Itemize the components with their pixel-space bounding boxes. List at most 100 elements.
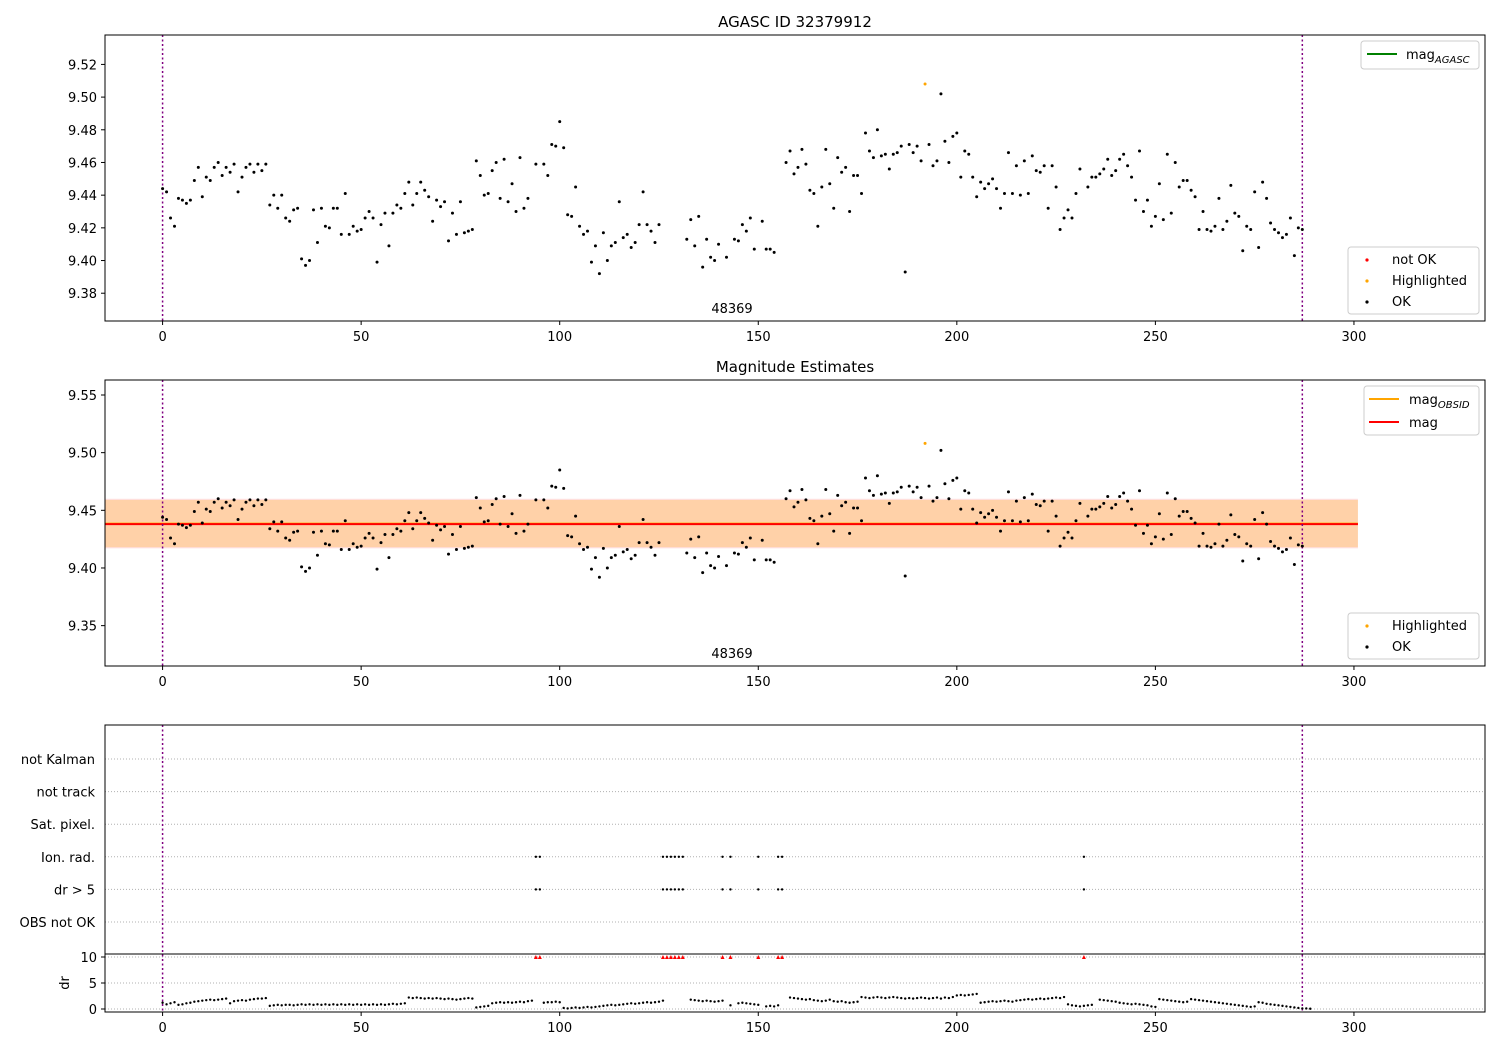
data-point <box>411 527 415 531</box>
data-point <box>828 512 832 516</box>
dr-clipped-marker <box>660 955 665 959</box>
data-point <box>1038 170 1042 174</box>
data-point <box>351 224 355 228</box>
data-point <box>212 165 216 169</box>
dr-point <box>201 999 204 1002</box>
dr-point <box>880 996 883 999</box>
data-point <box>550 484 554 488</box>
dr-point <box>371 1003 375 1006</box>
dr-point <box>252 997 256 1001</box>
x-tick-label: 50 <box>353 1021 370 1036</box>
data-point <box>645 223 649 227</box>
dr-point <box>264 996 268 1000</box>
dr-point <box>757 1003 760 1007</box>
dr-point <box>721 999 724 1002</box>
dr-point <box>1098 998 1101 1001</box>
x-tick-label: 250 <box>1143 1021 1168 1036</box>
flag-point <box>669 855 673 858</box>
data-point <box>196 500 200 504</box>
dr-point <box>626 1002 629 1005</box>
data-point <box>927 484 931 488</box>
data-point <box>951 478 955 482</box>
data-point <box>1257 245 1261 249</box>
dr-point <box>383 1003 387 1007</box>
x-tick-label: 200 <box>944 330 969 345</box>
data-point <box>724 255 728 259</box>
dr-point <box>1054 996 1058 999</box>
data-point <box>697 535 701 539</box>
dr-point <box>884 996 887 1000</box>
dr-point <box>316 1003 319 1006</box>
flag-point <box>780 888 784 891</box>
data-point <box>546 174 550 178</box>
flag-point <box>1082 888 1086 891</box>
data-point <box>169 536 173 540</box>
dr-point <box>1102 998 1105 1002</box>
data-point <box>863 476 867 480</box>
data-point <box>828 182 832 186</box>
data-point <box>1229 513 1233 517</box>
data-point <box>482 193 486 197</box>
dr-point <box>1277 1004 1280 1007</box>
dr-point <box>852 1001 855 1004</box>
data-point <box>351 542 355 546</box>
dr-point <box>1062 995 1066 999</box>
data-point <box>1177 185 1181 189</box>
data-point <box>1221 227 1225 231</box>
data-point <box>1161 537 1165 541</box>
dr-point <box>907 996 911 1000</box>
dr-clipped-marker <box>668 955 673 959</box>
dr-point <box>352 1003 355 1007</box>
data-point <box>772 250 776 254</box>
data-point <box>554 485 558 489</box>
panel-1-legend-markers: not OK Highlighted OK <box>1347 246 1480 315</box>
data-point <box>764 558 768 562</box>
data-point <box>840 504 844 508</box>
dr-point <box>498 1001 502 1004</box>
data-point <box>1098 505 1102 509</box>
data-point <box>633 241 637 245</box>
data-point <box>208 509 212 513</box>
dr-point <box>1031 998 1034 1001</box>
data-point <box>1169 533 1173 537</box>
data-point <box>836 156 840 160</box>
dr-clipped-marker <box>720 955 725 959</box>
data-point <box>264 498 268 502</box>
data-point <box>506 200 510 204</box>
data-point <box>1233 211 1237 215</box>
dr-point <box>896 996 899 999</box>
data-point <box>192 509 196 513</box>
panel-2-legend-markers: Highlighted OK <box>1347 612 1480 660</box>
dr-point <box>808 997 812 1001</box>
data-point <box>1296 226 1300 230</box>
data-point <box>1074 519 1078 523</box>
data-point <box>498 522 502 526</box>
data-point <box>1026 519 1030 523</box>
dr-point <box>169 1002 172 1005</box>
data-point <box>169 216 173 220</box>
dr-point <box>828 998 831 1001</box>
panel-2-title: Magnitude Estimates <box>716 358 874 376</box>
dr-point <box>1090 1003 1094 1007</box>
dr-point <box>919 996 923 999</box>
dr-point <box>455 998 458 1001</box>
data-point <box>1197 227 1201 231</box>
data-point <box>304 263 308 267</box>
dr-point <box>463 997 466 1000</box>
dr-axis-label: dr <box>58 976 73 990</box>
x-tick-label: 50 <box>353 675 370 690</box>
data-point <box>605 259 609 263</box>
data-point <box>379 223 383 227</box>
legend-label-not-ok: not OK <box>1392 253 1437 268</box>
data-point <box>1026 192 1030 196</box>
dr-point <box>729 1004 732 1007</box>
x-tick-label: 150 <box>746 675 771 690</box>
legend-label-mag-agasc: magAGASC <box>1406 48 1470 66</box>
dr-point <box>1138 1003 1141 1006</box>
data-point <box>1253 190 1257 194</box>
data-point <box>784 160 788 164</box>
dr-point <box>244 999 248 1002</box>
dr-y-tick-label: 5 <box>89 977 97 992</box>
data-point <box>748 216 752 220</box>
